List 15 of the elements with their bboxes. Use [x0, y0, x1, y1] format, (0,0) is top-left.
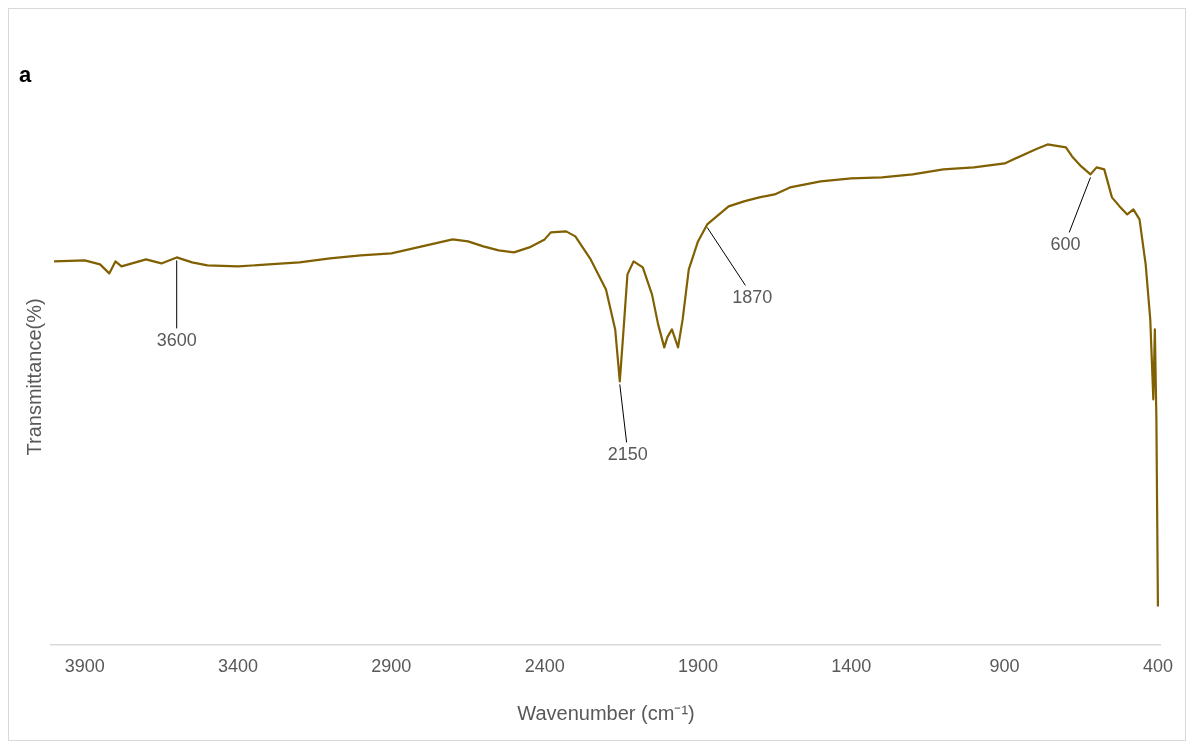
x-tick-label: 2900 — [371, 656, 412, 677]
y-axis-title: Transmittance(%) — [22, 298, 45, 456]
chart-title: a — [19, 62, 32, 88]
x-tick-label: 3900 — [64, 656, 105, 677]
x-tick-label: 2400 — [524, 656, 565, 677]
x-tick-label: 1900 — [677, 656, 719, 677]
annotation: 3600 — [156, 330, 197, 351]
annotation: 1870 — [732, 287, 773, 308]
x-tick-label: 1400 — [831, 656, 872, 677]
x-axis-title: Wavenumber (cm⁻¹) — [517, 701, 695, 724]
x-tick-label: 900 — [989, 656, 1020, 677]
annotation: 600 — [1050, 234, 1081, 255]
annotation: 2150 — [607, 444, 648, 465]
x-tick-label: 3400 — [218, 656, 259, 677]
x-tick-label: 400 — [1142, 656, 1173, 677]
